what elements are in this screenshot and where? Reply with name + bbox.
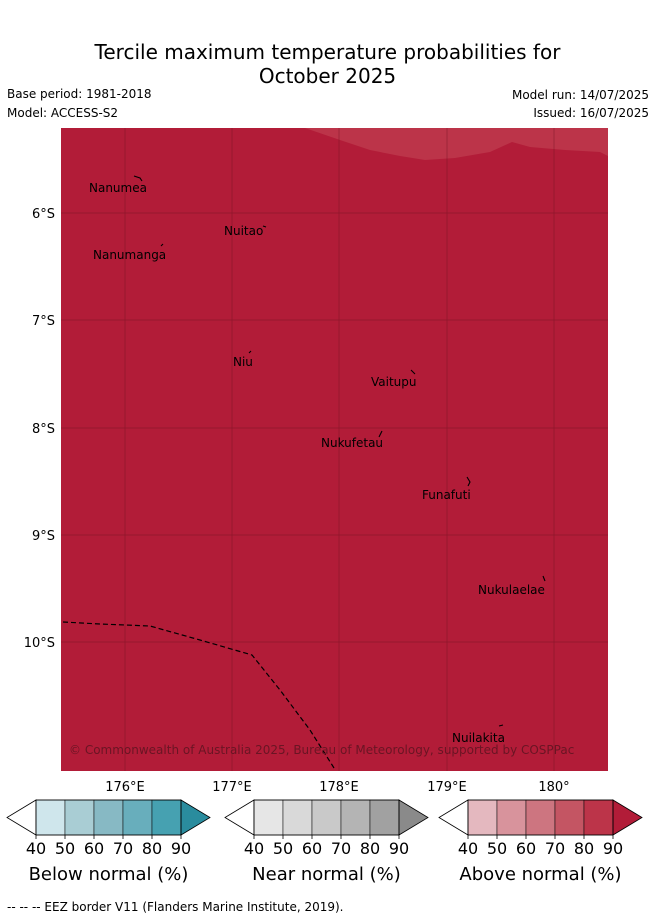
title-line-2: October 2025 <box>258 64 397 88</box>
below-normal-tick-label-0: 40 <box>26 839 46 858</box>
nuilakita-island <box>498 724 504 727</box>
near-normal-high-extend <box>398 799 429 836</box>
lon-label-177e: 177°E <box>212 780 252 795</box>
lon-label-176e: 176°E <box>105 780 145 795</box>
near-normal-swatch-2 <box>311 799 342 836</box>
lon-label-178e: 178°E <box>319 780 359 795</box>
below-normal-label: Below normal (%) <box>29 864 189 885</box>
nanumanga-island <box>160 243 164 247</box>
below-normal-tick-label-5: 90 <box>171 839 191 858</box>
above-normal-tick-label-1: 50 <box>487 839 507 858</box>
above-normal-swatch-2 <box>525 799 556 836</box>
lat-label-6s: 6°S <box>32 207 55 222</box>
place-label-nukufetau: Nukufetau <box>321 436 383 450</box>
nuitao-island <box>262 225 267 228</box>
niu-island <box>248 350 252 354</box>
nukulaelae-island <box>542 575 546 582</box>
above-normal-swatch-0 <box>467 799 498 836</box>
place-label-nuilakita: Nuilakita <box>452 731 505 745</box>
near-normal-tick-label-5: 90 <box>389 839 409 858</box>
below-normal-high-extend <box>180 799 211 836</box>
place-label-nukulaelae: Nukulaelae <box>478 583 545 597</box>
above-normal-swatch-1 <box>496 799 527 836</box>
title-line-1: Tercile maximum temperature probabilitie… <box>94 40 561 64</box>
below-normal-tick-label-2: 60 <box>84 839 104 858</box>
funafuti-island <box>466 476 471 487</box>
lat-label-7s: 7°S <box>32 314 55 329</box>
lon-label-179e: 179°E <box>427 780 467 795</box>
model-run: Model run: 14/07/2025 <box>511 88 649 102</box>
above-normal-label: Above normal (%) <box>459 864 621 885</box>
above-normal-tick-label-3: 70 <box>545 839 565 858</box>
issued-date: Issued: 16/07/2025 <box>533 106 649 120</box>
above-normal-tick-label-5: 90 <box>603 839 623 858</box>
near-normal-tick-label-1: 50 <box>273 839 293 858</box>
islands <box>133 175 546 727</box>
above-normal-high-extend <box>612 799 643 836</box>
near-normal-swatch-3 <box>340 799 371 836</box>
near-normal-tick-label-3: 70 <box>331 839 351 858</box>
near-normal-frame <box>253 799 400 836</box>
below-normal-frame <box>35 799 182 836</box>
place-label-vaitupu: Vaitupu <box>371 375 417 389</box>
place-label-nanumanga: Nanumanga <box>93 248 166 262</box>
vaitupu-island <box>410 369 416 375</box>
base-period: Base period: 1981-2018 <box>7 87 152 101</box>
gridlines <box>61 128 608 771</box>
lat-label-9s: 9°S <box>32 529 55 544</box>
above-normal-tick-label-2: 60 <box>516 839 536 858</box>
nukufetau-island <box>378 430 383 438</box>
lighter-probability-region <box>305 128 608 160</box>
copyright-text: © Commonwealth of Australia 2025, Bureau… <box>69 743 574 757</box>
map-title: Tercile maximum temperature probabilitie… <box>0 40 655 88</box>
near-normal-tick-label-2: 60 <box>302 839 322 858</box>
map-background <box>61 128 608 771</box>
below-normal-tick-label-1: 50 <box>55 839 75 858</box>
place-label-nuitao: Nuitao <box>224 224 263 238</box>
near-normal-tick-label-0: 40 <box>244 839 264 858</box>
nanumea-island <box>133 175 143 182</box>
near-normal-swatch-1 <box>282 799 313 836</box>
eez-footnote: -- -- -- EEZ border V11 (Flanders Marine… <box>7 900 344 914</box>
lat-label-10s: 10°S <box>24 636 55 651</box>
above-normal-tick-label-0: 40 <box>458 839 478 858</box>
model-name: Model: ACCESS-S2 <box>7 106 119 120</box>
below-normal-swatch-3 <box>122 799 153 836</box>
near-normal-tick-label-4: 80 <box>360 839 380 858</box>
near-normal-swatch-0 <box>253 799 284 836</box>
below-normal-swatch-1 <box>64 799 95 836</box>
place-label-niu: Niu <box>233 355 253 369</box>
colorbars: 40 50 60 70 80 90 Below normal (%) 40 50 60 70 80 90… <box>6 799 643 885</box>
above-normal-tick-label-4: 80 <box>574 839 594 858</box>
near-normal-swatch-4 <box>369 799 400 836</box>
below-normal-swatch-4 <box>151 799 182 836</box>
near-normal-label: Near normal (%) <box>252 864 401 885</box>
lon-label-180: 180° <box>538 780 569 795</box>
below-normal-tick-label-3: 70 <box>113 839 133 858</box>
above-normal-low-extend <box>438 799 469 836</box>
place-label-nanumea: Nanumea <box>89 181 147 195</box>
place-label-funafuti: Funafuti <box>422 488 471 502</box>
below-normal-low-extend <box>6 799 37 836</box>
near-normal-low-extend <box>224 799 255 836</box>
lat-label-8s: 8°S <box>32 422 55 437</box>
below-normal-swatch-0 <box>35 799 66 836</box>
above-normal-frame <box>467 799 614 836</box>
below-normal-swatch-2 <box>93 799 124 836</box>
above-normal-swatch-4 <box>583 799 614 836</box>
below-normal-tick-label-4: 80 <box>142 839 162 858</box>
above-normal-swatch-3 <box>554 799 585 836</box>
